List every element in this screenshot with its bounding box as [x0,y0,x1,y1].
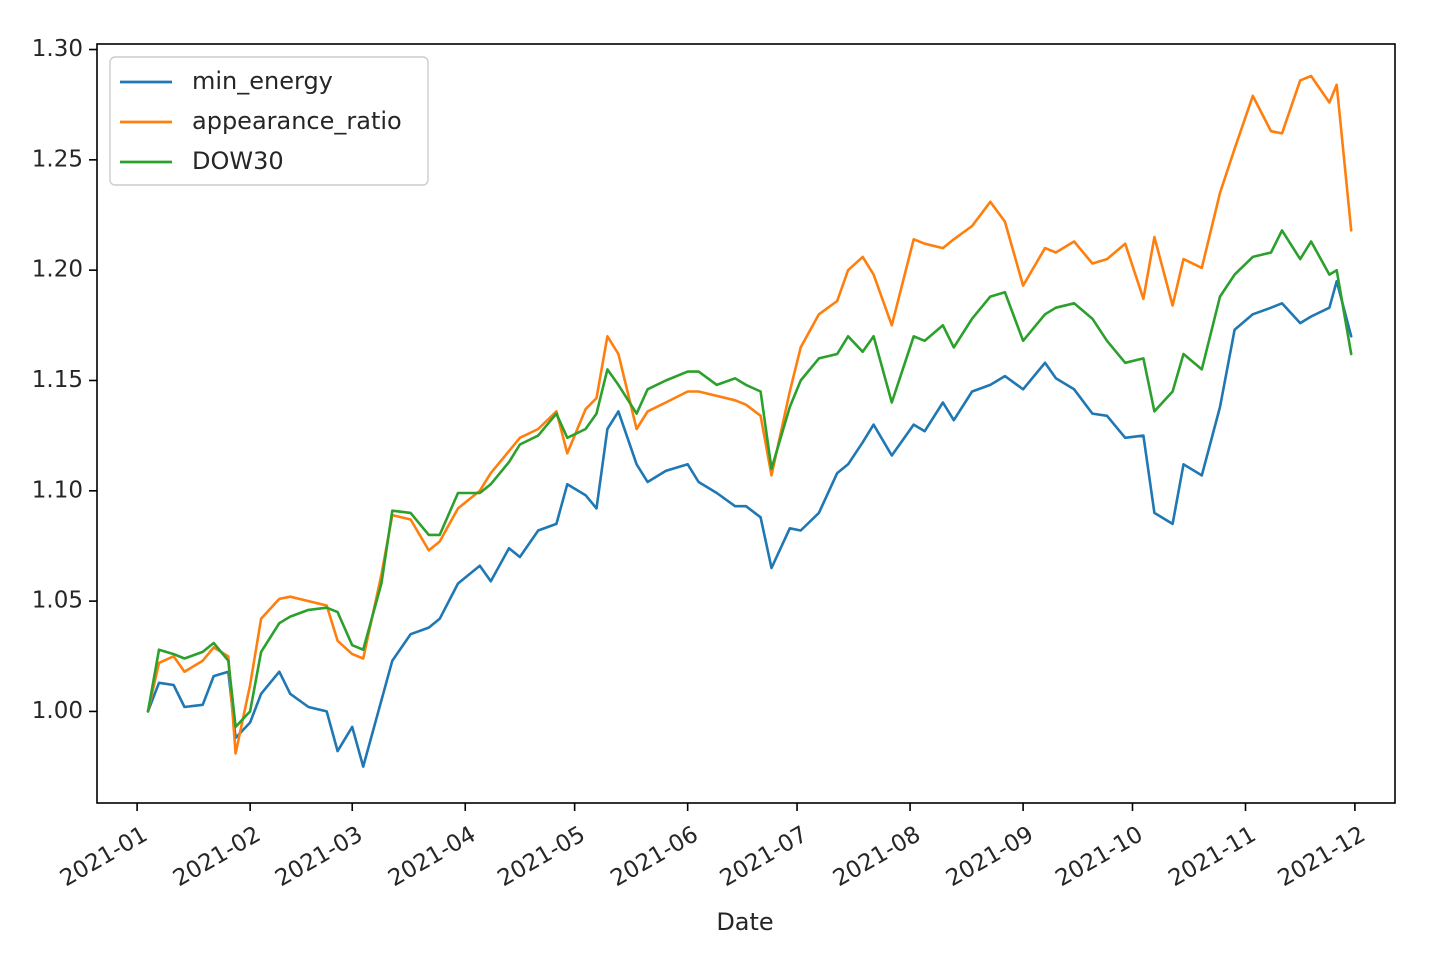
y-tick-label: 1.20 [32,257,83,283]
legend-box [109,56,429,186]
x-tick-label: 2021-06 [606,822,702,893]
x-axis: 2021-01 2021-02 2021-03 2021-04 2021-05 2021-… [56,803,1370,892]
series-line-min-energy [146,279,1353,768]
y-tick-label: 1.00 [32,698,83,724]
x-tick-label: 2021-07 [716,822,812,893]
series-line-dow30 [146,229,1353,729]
x-tick-label: 2021-04 [384,822,480,893]
x-tick-label: 2021-02 [169,822,265,893]
plot-frame [96,43,1396,804]
y-tick-label: 1.10 [32,477,83,503]
y-axis: 1.00 1.05 1.10 1.15 1.20 1.25 1.30 [32,36,97,724]
series-line-appearance-ratio [146,74,1353,755]
y-tick-label: 1.30 [32,36,83,62]
legend-label-appearance-ratio: appearance_ratio [192,107,402,135]
x-tick-label: 2021-11 [1164,822,1260,893]
legend-label-min-energy: min_energy [192,67,333,95]
y-tick-label: 1.25 [32,146,83,172]
legend-label-dow30: DOW30 [192,147,284,175]
y-tick-label: 1.05 [32,588,83,614]
y-tick-label: 1.15 [32,367,83,393]
x-tick-label: 2021-05 [493,822,589,893]
x-tick-label: 2021-12 [1274,822,1370,893]
x-tick-label: 2021-01 [56,822,152,893]
x-tick-label: 2021-10 [1051,822,1147,893]
x-tick-label: 2021-03 [271,822,367,893]
series-layer [146,74,1353,768]
x-tick-label: 2021-09 [942,822,1038,893]
x-axis-label: Date [716,908,773,936]
x-tick-label: 2021-08 [829,822,925,893]
legend: min_energy appearance_ratio DOW30 [109,56,429,186]
